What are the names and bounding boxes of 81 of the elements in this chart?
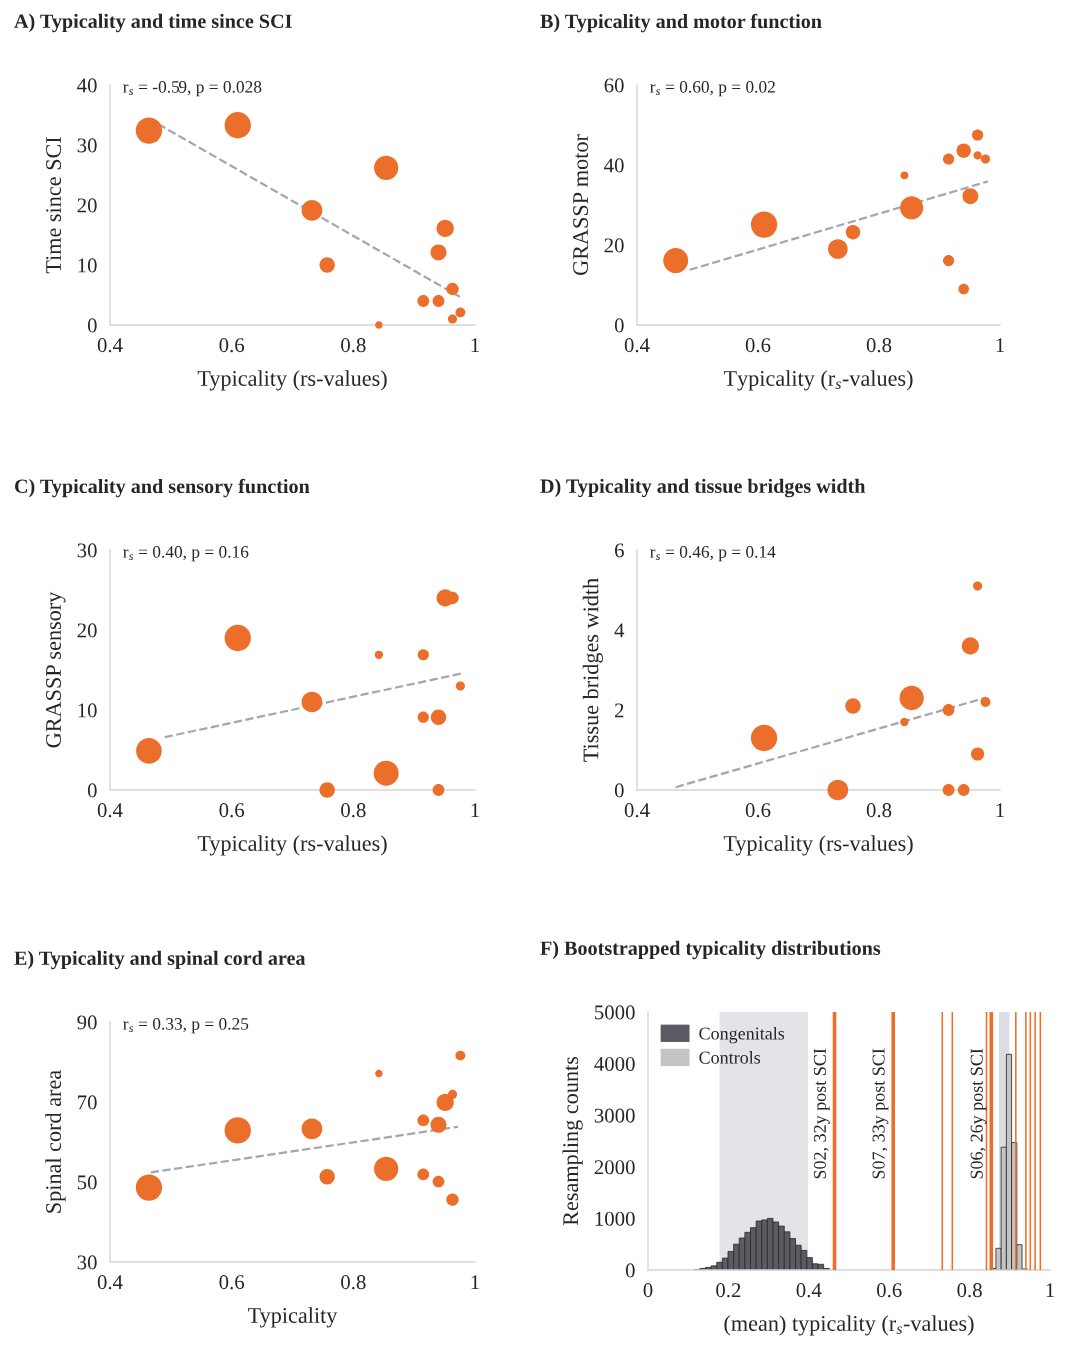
chart-title: B) Typicality and motor function xyxy=(540,13,822,33)
y-tick-label: 30 xyxy=(77,543,97,558)
x-tick-label: 1 xyxy=(471,338,479,352)
y-tick-label: 0 xyxy=(87,783,97,798)
x-tick-label: 0.4 xyxy=(97,338,123,353)
y-tick-label: 30 xyxy=(77,1255,97,1270)
x-axis-title: Typicality (r$_{s}$-values) xyxy=(723,370,913,391)
x-tick-label: 0.8 xyxy=(866,803,892,818)
y-tick-label: 1000 xyxy=(595,1211,635,1226)
x-tick-label: 1 xyxy=(471,803,479,817)
x-tick-label: 0.8 xyxy=(957,1283,982,1298)
y-tick-label: 70 xyxy=(78,1095,97,1110)
y-tick-label: 20 xyxy=(77,623,97,638)
y-axis-title: Resampling counts xyxy=(562,1056,583,1226)
x-tick-label: 0.8 xyxy=(341,338,366,353)
x-axis-title: Typicality (rs-values) xyxy=(197,370,387,391)
y-tick-label: 6 xyxy=(614,543,624,558)
y-tick-label: 3000 xyxy=(594,1108,635,1123)
chart-title: A) Typicality and time since SCI xyxy=(14,13,292,33)
x-tick-label: 0.8 xyxy=(341,803,366,818)
y-tick-label: 60 xyxy=(604,78,624,93)
y-tick-label: 2000 xyxy=(594,1160,635,1175)
x-tick-label: 0.4 xyxy=(796,1283,822,1298)
y-tick-label: 10 xyxy=(78,703,97,718)
y-tick-label: 10 xyxy=(78,258,97,273)
annotation: r$_{s}$ = 0.46, p = 0.14 xyxy=(650,546,776,562)
legend-label: Controls xyxy=(699,1051,761,1064)
y-axis-title: GRASSP motor xyxy=(573,134,589,275)
y-tick-label: 50 xyxy=(77,1175,97,1190)
chart-title: F) Bootstrapped typicality distributions xyxy=(540,940,881,960)
x-tick-label: 0.4 xyxy=(624,338,650,353)
chart-title: E) Typicality and spinal cord area xyxy=(14,950,306,970)
x-tick-label: 0.6 xyxy=(219,803,245,818)
y-tick-label: 4000 xyxy=(594,1056,635,1072)
y-tick-label: 90 xyxy=(77,1015,97,1030)
y-axis-title: GRASSP sensory xyxy=(46,591,66,748)
y-tick-label: 0 xyxy=(614,318,624,333)
y-tick-label: 4 xyxy=(614,623,625,638)
annotation: r$_{s}$ = 0.60, p = 0.02 xyxy=(650,81,775,97)
x-axis-title: Typicality (rs-values) xyxy=(723,835,913,856)
ref-line-label: S02, 32y post SCI xyxy=(813,1048,830,1179)
y-axis-title: Tissue bridges width xyxy=(582,578,603,762)
annotation: r$_{s}$ = -0.59, p = 0.028 xyxy=(123,81,262,97)
y-tick-label: 2 xyxy=(615,703,624,718)
x-tick-label: 0.8 xyxy=(341,1275,366,1290)
y-tick-label: 20 xyxy=(604,238,624,253)
y-tick-label: 0 xyxy=(87,318,97,333)
x-tick-label: 0.6 xyxy=(876,1283,902,1298)
x-tick-label: 1 xyxy=(996,338,1004,352)
x-tick-label: 0.6 xyxy=(219,338,245,353)
annotation: r$_{s}$ = 0.40, p = 0.16 xyxy=(123,546,249,562)
ref-line-label: S07, 33y post SCI xyxy=(872,1048,889,1179)
x-tick-label: 1 xyxy=(1046,1283,1054,1297)
chart-title: D) Typicality and tissue bridges width xyxy=(540,478,866,498)
x-axis-title: Typicality xyxy=(248,1307,338,1328)
x-tick-label: 0.6 xyxy=(745,338,771,353)
y-tick-label: 30 xyxy=(77,138,97,153)
ref-line-label: S06, 26y post SCI xyxy=(970,1048,987,1179)
x-axis-title: Typicality (rs-values) xyxy=(197,835,387,856)
y-tick-label: 0 xyxy=(614,783,624,798)
x-tick-label: 0.6 xyxy=(219,1275,245,1290)
x-tick-label: 0.4 xyxy=(97,1275,123,1290)
x-tick-label: 0.4 xyxy=(624,803,650,818)
annotation: r$_{s}$ = 0.33, p = 0.25 xyxy=(123,1018,249,1034)
x-tick-label: 0.4 xyxy=(97,803,123,818)
x-tick-label: 0.2 xyxy=(716,1283,741,1298)
x-tick-label: 0.8 xyxy=(866,338,892,353)
x-tick-label: 1 xyxy=(996,803,1004,817)
x-tick-label: 1 xyxy=(471,1275,479,1289)
y-axis-title: Time since SCI xyxy=(46,137,62,274)
x-tick-label: 0.6 xyxy=(745,803,771,818)
x-axis-title: (mean) typicality (r$_{s}$-values) xyxy=(724,1315,974,1336)
legend-label: Congenitals xyxy=(699,1026,785,1044)
y-tick-label: 20 xyxy=(77,198,97,213)
y-tick-label: 40 xyxy=(604,158,624,173)
chart-title: C) Typicality and sensory function xyxy=(14,478,310,498)
y-tick-label: 5000 xyxy=(595,1005,635,1020)
y-tick-label: 0 xyxy=(625,1263,635,1278)
y-tick-label: 40 xyxy=(77,78,97,93)
y-axis-title: Spinal cord area xyxy=(45,1070,66,1213)
x-tick-label: 0 xyxy=(643,1283,653,1298)
